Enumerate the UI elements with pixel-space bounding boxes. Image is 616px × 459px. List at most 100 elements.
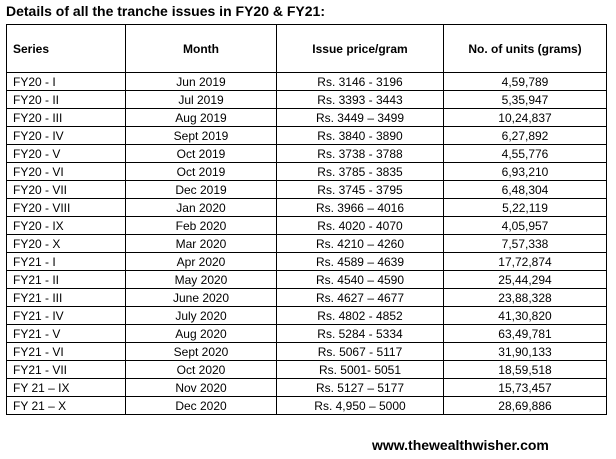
units-cell: 4,59,789 xyxy=(443,72,607,91)
month-cell: June 2020 xyxy=(125,288,277,307)
month-cell: Jun 2019 xyxy=(125,72,277,91)
units-cell: 7,57,338 xyxy=(443,234,607,253)
series-cell: FY20 - VI xyxy=(6,162,126,181)
series-cell: FY21 - V xyxy=(6,324,126,343)
table-row: FY20 - VI Oct 2019 Rs. 3785 - 3835 6,93,210 xyxy=(6,162,607,181)
page-title: Details of all the tranche issues in FY2… xyxy=(6,3,325,19)
series-cell: FY20 - X xyxy=(6,234,126,253)
month-cell: Aug 2020 xyxy=(125,324,277,343)
table-row: FY20 - II Jul 2019 Rs. 3393 - 3443 5,35,947 xyxy=(6,90,607,109)
series-cell: FY21 - IV xyxy=(6,306,126,325)
series-cell: FY20 - IV xyxy=(6,126,126,145)
units-cell: 6,48,304 xyxy=(443,180,607,199)
issue-price-cell: Rs. 3966 – 4016 xyxy=(276,198,444,217)
month-cell: Nov 2020 xyxy=(125,378,277,397)
series-cell: FY 21 – IX xyxy=(6,378,126,397)
issue-price-cell: Rs. 5067 - 5117 xyxy=(276,342,444,361)
issue-price-cell: Rs. 4802 - 4852 xyxy=(276,306,444,325)
month-cell: July 2020 xyxy=(125,306,277,325)
column-header-units: No. of units (grams) xyxy=(443,24,607,73)
series-cell: FY 21 – X xyxy=(6,396,126,415)
series-cell: FY21 - VI xyxy=(6,342,126,361)
units-cell: 23,88,328 xyxy=(443,288,607,307)
issue-price-cell: Rs. 3840 - 3890 xyxy=(276,126,444,145)
table-row: FY20 - V Oct 2019 Rs. 3738 - 3788 4,55,776 xyxy=(6,144,607,163)
series-cell: FY21 - VII xyxy=(6,360,126,379)
series-cell: FY21 - I xyxy=(6,252,126,271)
series-cell: FY20 - V xyxy=(6,144,126,163)
table-row: FY21 - VII Oct 2020 Rs. 5001- 5051 18,59,51… xyxy=(6,360,607,379)
month-cell: Oct 2019 xyxy=(125,162,277,181)
series-cell: FY20 - IX xyxy=(6,216,126,235)
table-body: FY20 - I Jun 2019 Rs. 3146 - 3196 4,59,789 F… xyxy=(6,72,607,415)
units-cell: 17,72,874 xyxy=(443,252,607,271)
units-cell: 4,55,776 xyxy=(443,144,607,163)
column-header-series: Series xyxy=(6,24,126,73)
series-cell: FY20 - I xyxy=(6,72,126,91)
issue-price-cell: Rs. 4210 – 4260 xyxy=(276,234,444,253)
month-cell: Aug 2019 xyxy=(125,108,277,127)
series-cell: FY20 - VII xyxy=(6,180,126,199)
column-header-issue-price: Issue price/gram xyxy=(276,24,444,73)
units-cell: 4,05,957 xyxy=(443,216,607,235)
table-row: FY 21 – IX Nov 2020 Rs. 5127 – 5177 15,73,4… xyxy=(6,378,607,397)
month-cell: Jan 2020 xyxy=(125,198,277,217)
units-cell: 6,27,892 xyxy=(443,126,607,145)
issue-price-cell: Rs. 3738 - 3788 xyxy=(276,144,444,163)
month-cell: Sept 2020 xyxy=(125,342,277,361)
issue-price-cell: Rs. 3146 - 3196 xyxy=(276,72,444,91)
table-row: FY21 - III June 2020 Rs. 4627 – 4677 23,88,… xyxy=(6,288,607,307)
month-cell: Oct 2019 xyxy=(125,144,277,163)
series-cell: FY21 - II xyxy=(6,270,126,289)
website-watermark: www.thewealthwisher.com xyxy=(372,437,549,453)
table-row: FY20 - IV Sept 2019 Rs. 3840 - 3890 6,27,89… xyxy=(6,126,607,145)
month-cell: Dec 2019 xyxy=(125,180,277,199)
table-row: FY20 - III Aug 2019 Rs. 3449 – 3499 10,24,8… xyxy=(6,108,607,127)
month-cell: May 2020 xyxy=(125,270,277,289)
table-row: FY 21 – X Dec 2020 Rs. 4,950 – 5000 28,69,8… xyxy=(6,396,607,415)
units-cell: 10,24,837 xyxy=(443,108,607,127)
table-header-row: Series Month Issue price/gram No. of uni… xyxy=(6,24,607,73)
issue-price-cell: Rs. 3449 – 3499 xyxy=(276,108,444,127)
issue-price-cell: Rs. 3393 - 3443 xyxy=(276,90,444,109)
issue-price-cell: Rs. 5127 – 5177 xyxy=(276,378,444,397)
units-cell: 63,49,781 xyxy=(443,324,607,343)
table-row: FY21 - II May 2020 Rs. 4540 – 4590 25,44,29… xyxy=(6,270,607,289)
units-cell: 5,22,119 xyxy=(443,198,607,217)
month-cell: Dec 2020 xyxy=(125,396,277,415)
issue-price-cell: Rs. 4020 - 4070 xyxy=(276,216,444,235)
table-row: FY20 - IX Feb 2020 Rs. 4020 - 4070 4,05,957 xyxy=(6,216,607,235)
table-row: FY20 - X Mar 2020 Rs. 4210 – 4260 7,57,338 xyxy=(6,234,607,253)
column-header-month: Month xyxy=(125,24,277,73)
units-cell: 31,90,133 xyxy=(443,342,607,361)
units-cell: 5,35,947 xyxy=(443,90,607,109)
month-cell: Oct 2020 xyxy=(125,360,277,379)
issue-price-cell: Rs. 4589 – 4639 xyxy=(276,252,444,271)
issue-price-cell: Rs. 4627 – 4677 xyxy=(276,288,444,307)
series-cell: FY21 - III xyxy=(6,288,126,307)
series-cell: FY20 - VIII xyxy=(6,198,126,217)
series-cell: FY20 - II xyxy=(6,90,126,109)
month-cell: Mar 2020 xyxy=(125,234,277,253)
units-cell: 41,30,820 xyxy=(443,306,607,325)
table-row: FY20 - I Jun 2019 Rs. 3146 - 3196 4,59,789 xyxy=(6,72,607,91)
tranche-table: Series Month Issue price/gram No. of uni… xyxy=(6,24,607,415)
units-cell: 15,73,457 xyxy=(443,378,607,397)
table-row: FY21 - I Apr 2020 Rs. 4589 – 4639 17,72,874 xyxy=(6,252,607,271)
series-cell: FY20 - III xyxy=(6,108,126,127)
month-cell: Jul 2019 xyxy=(125,90,277,109)
month-cell: Sept 2019 xyxy=(125,126,277,145)
units-cell: 25,44,294 xyxy=(443,270,607,289)
issue-price-cell: Rs. 3785 - 3835 xyxy=(276,162,444,181)
month-cell: Feb 2020 xyxy=(125,216,277,235)
units-cell: 18,59,518 xyxy=(443,360,607,379)
table-row: FY21 - IV July 2020 Rs. 4802 - 4852 41,30,8… xyxy=(6,306,607,325)
table-row: FY21 - V Aug 2020 Rs. 5284 - 5334 63,49,781 xyxy=(6,324,607,343)
issue-price-cell: Rs. 3745 - 3795 xyxy=(276,180,444,199)
issue-price-cell: Rs. 4,950 – 5000 xyxy=(276,396,444,415)
issue-price-cell: Rs. 5284 - 5334 xyxy=(276,324,444,343)
units-cell: 28,69,886 xyxy=(443,396,607,415)
issue-price-cell: Rs. 4540 – 4590 xyxy=(276,270,444,289)
table-row: FY20 - VII Dec 2019 Rs. 3745 - 3795 6,48,30… xyxy=(6,180,607,199)
table-row: FY21 - VI Sept 2020 Rs. 5067 - 5117 31,90,1… xyxy=(6,342,607,361)
